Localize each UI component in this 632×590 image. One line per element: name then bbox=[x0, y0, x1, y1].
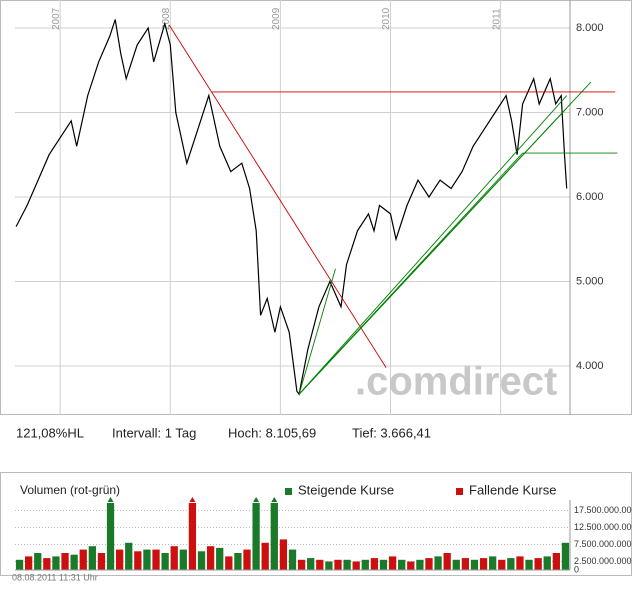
volume-bar bbox=[370, 558, 379, 570]
y-tick-label: 17.500.000.000 bbox=[574, 505, 632, 515]
legend-label: Fallende Kurse bbox=[469, 482, 556, 497]
volume-bar bbox=[61, 552, 69, 570]
volume-bar bbox=[70, 554, 78, 570]
volume-bar bbox=[534, 558, 542, 570]
y-tick-label: 12.500.000.000 bbox=[574, 522, 632, 532]
volume-bar bbox=[543, 556, 551, 570]
volume-bar bbox=[170, 546, 178, 570]
legend-swatch bbox=[456, 488, 463, 495]
volume-bar bbox=[134, 551, 142, 570]
volume-bar bbox=[525, 559, 533, 570]
volume-bar bbox=[97, 552, 106, 570]
volume-bar bbox=[34, 552, 42, 570]
price-frame bbox=[0, 0, 632, 415]
info-text: Tief: 3.666,41 bbox=[352, 425, 431, 440]
volume-bar bbox=[197, 551, 206, 570]
volume-bar bbox=[279, 539, 288, 570]
volume-bar bbox=[79, 549, 87, 570]
trend-line bbox=[298, 152, 523, 395]
overflow-arrow bbox=[189, 497, 196, 502]
volume-bar bbox=[188, 503, 197, 570]
y-tick-label: 8.000 bbox=[576, 22, 604, 34]
x-tick-label: 2007 bbox=[51, 7, 62, 30]
volume-bar bbox=[352, 561, 360, 570]
volume-bar bbox=[461, 558, 470, 570]
volume-bar bbox=[106, 503, 115, 570]
volume-bar bbox=[288, 549, 297, 570]
trend-line bbox=[298, 95, 568, 395]
info-text: 121,08%HL bbox=[16, 425, 84, 440]
volume-bar bbox=[88, 546, 96, 570]
volume-bar bbox=[261, 542, 269, 570]
volume-bar bbox=[270, 503, 278, 570]
volume-bar bbox=[407, 561, 415, 570]
volume-bar bbox=[252, 503, 260, 570]
volume-bar bbox=[206, 546, 215, 570]
volume-bar bbox=[507, 558, 515, 570]
volume-bar bbox=[343, 559, 351, 570]
volume-bar bbox=[115, 549, 124, 570]
x-tick-label: 2009 bbox=[271, 7, 282, 30]
volume-bar bbox=[516, 556, 524, 570]
x-tick-label: 2010 bbox=[381, 7, 392, 30]
volume-bar bbox=[498, 559, 506, 570]
volume-bar bbox=[325, 561, 333, 570]
volume-bar bbox=[297, 559, 306, 570]
volume-bar bbox=[479, 558, 488, 570]
trend-line bbox=[298, 268, 336, 395]
volume-bar bbox=[470, 559, 479, 570]
volume-bar bbox=[225, 556, 233, 570]
x-tick-label: 2008 bbox=[161, 7, 172, 30]
volume-bar bbox=[307, 558, 315, 570]
volume-bar bbox=[125, 542, 133, 570]
volume-bar bbox=[161, 552, 169, 570]
volume-bar bbox=[25, 556, 33, 570]
trend-line bbox=[168, 24, 387, 368]
volume-bar bbox=[489, 556, 497, 570]
info-text: Hoch: 8.105,69 bbox=[228, 425, 316, 440]
volume-bar bbox=[561, 542, 570, 570]
volume-bar bbox=[388, 556, 397, 570]
volume-title: Volumen (rot-grün) bbox=[20, 483, 120, 497]
overflow-arrow bbox=[253, 497, 260, 502]
volume-bar bbox=[552, 552, 560, 570]
volume-frame bbox=[0, 472, 632, 576]
y-tick-label: 2.500.000.000 bbox=[574, 556, 632, 566]
volume-bar bbox=[43, 558, 51, 570]
x-tick-label: 2011 bbox=[491, 8, 502, 30]
volume-bar bbox=[143, 549, 151, 570]
volume-bar bbox=[416, 559, 424, 570]
y-tick-label: 5.000 bbox=[576, 275, 604, 287]
volume-bar bbox=[234, 552, 242, 570]
y-tick-label: 7.000 bbox=[576, 106, 604, 118]
volume-bar bbox=[52, 556, 60, 570]
volume-bar bbox=[216, 547, 224, 570]
overflow-arrow bbox=[107, 497, 114, 502]
volume-bar bbox=[443, 552, 451, 570]
legend-label: Steigende Kurse bbox=[298, 482, 394, 497]
watermark: .comdirect bbox=[355, 360, 557, 404]
volume-bar bbox=[334, 559, 342, 570]
overflow-arrow bbox=[271, 497, 278, 502]
volume-bar bbox=[425, 558, 433, 570]
volume-bar bbox=[361, 559, 369, 570]
volume-bar bbox=[452, 559, 460, 570]
volume-bar bbox=[379, 559, 388, 570]
volume-bar bbox=[243, 549, 251, 570]
legend-swatch bbox=[285, 488, 292, 495]
y-tick-label: 6.000 bbox=[576, 191, 604, 203]
info-text: Intervall: 1 Tag bbox=[112, 425, 196, 440]
volume-bar bbox=[434, 556, 442, 570]
volume-bar bbox=[15, 559, 24, 570]
volume-bar bbox=[152, 549, 160, 570]
volume-bar bbox=[179, 549, 187, 570]
y-tick-label: 7.500.000.000 bbox=[574, 539, 632, 549]
volume-bar bbox=[398, 559, 406, 570]
footer: 08.08.2011 11:31 Uhr bbox=[12, 572, 98, 582]
price-line bbox=[15, 19, 568, 396]
y-tick-label: 0 bbox=[574, 564, 579, 574]
y-tick-label: 4.000 bbox=[576, 360, 604, 372]
volume-bar bbox=[316, 559, 324, 570]
